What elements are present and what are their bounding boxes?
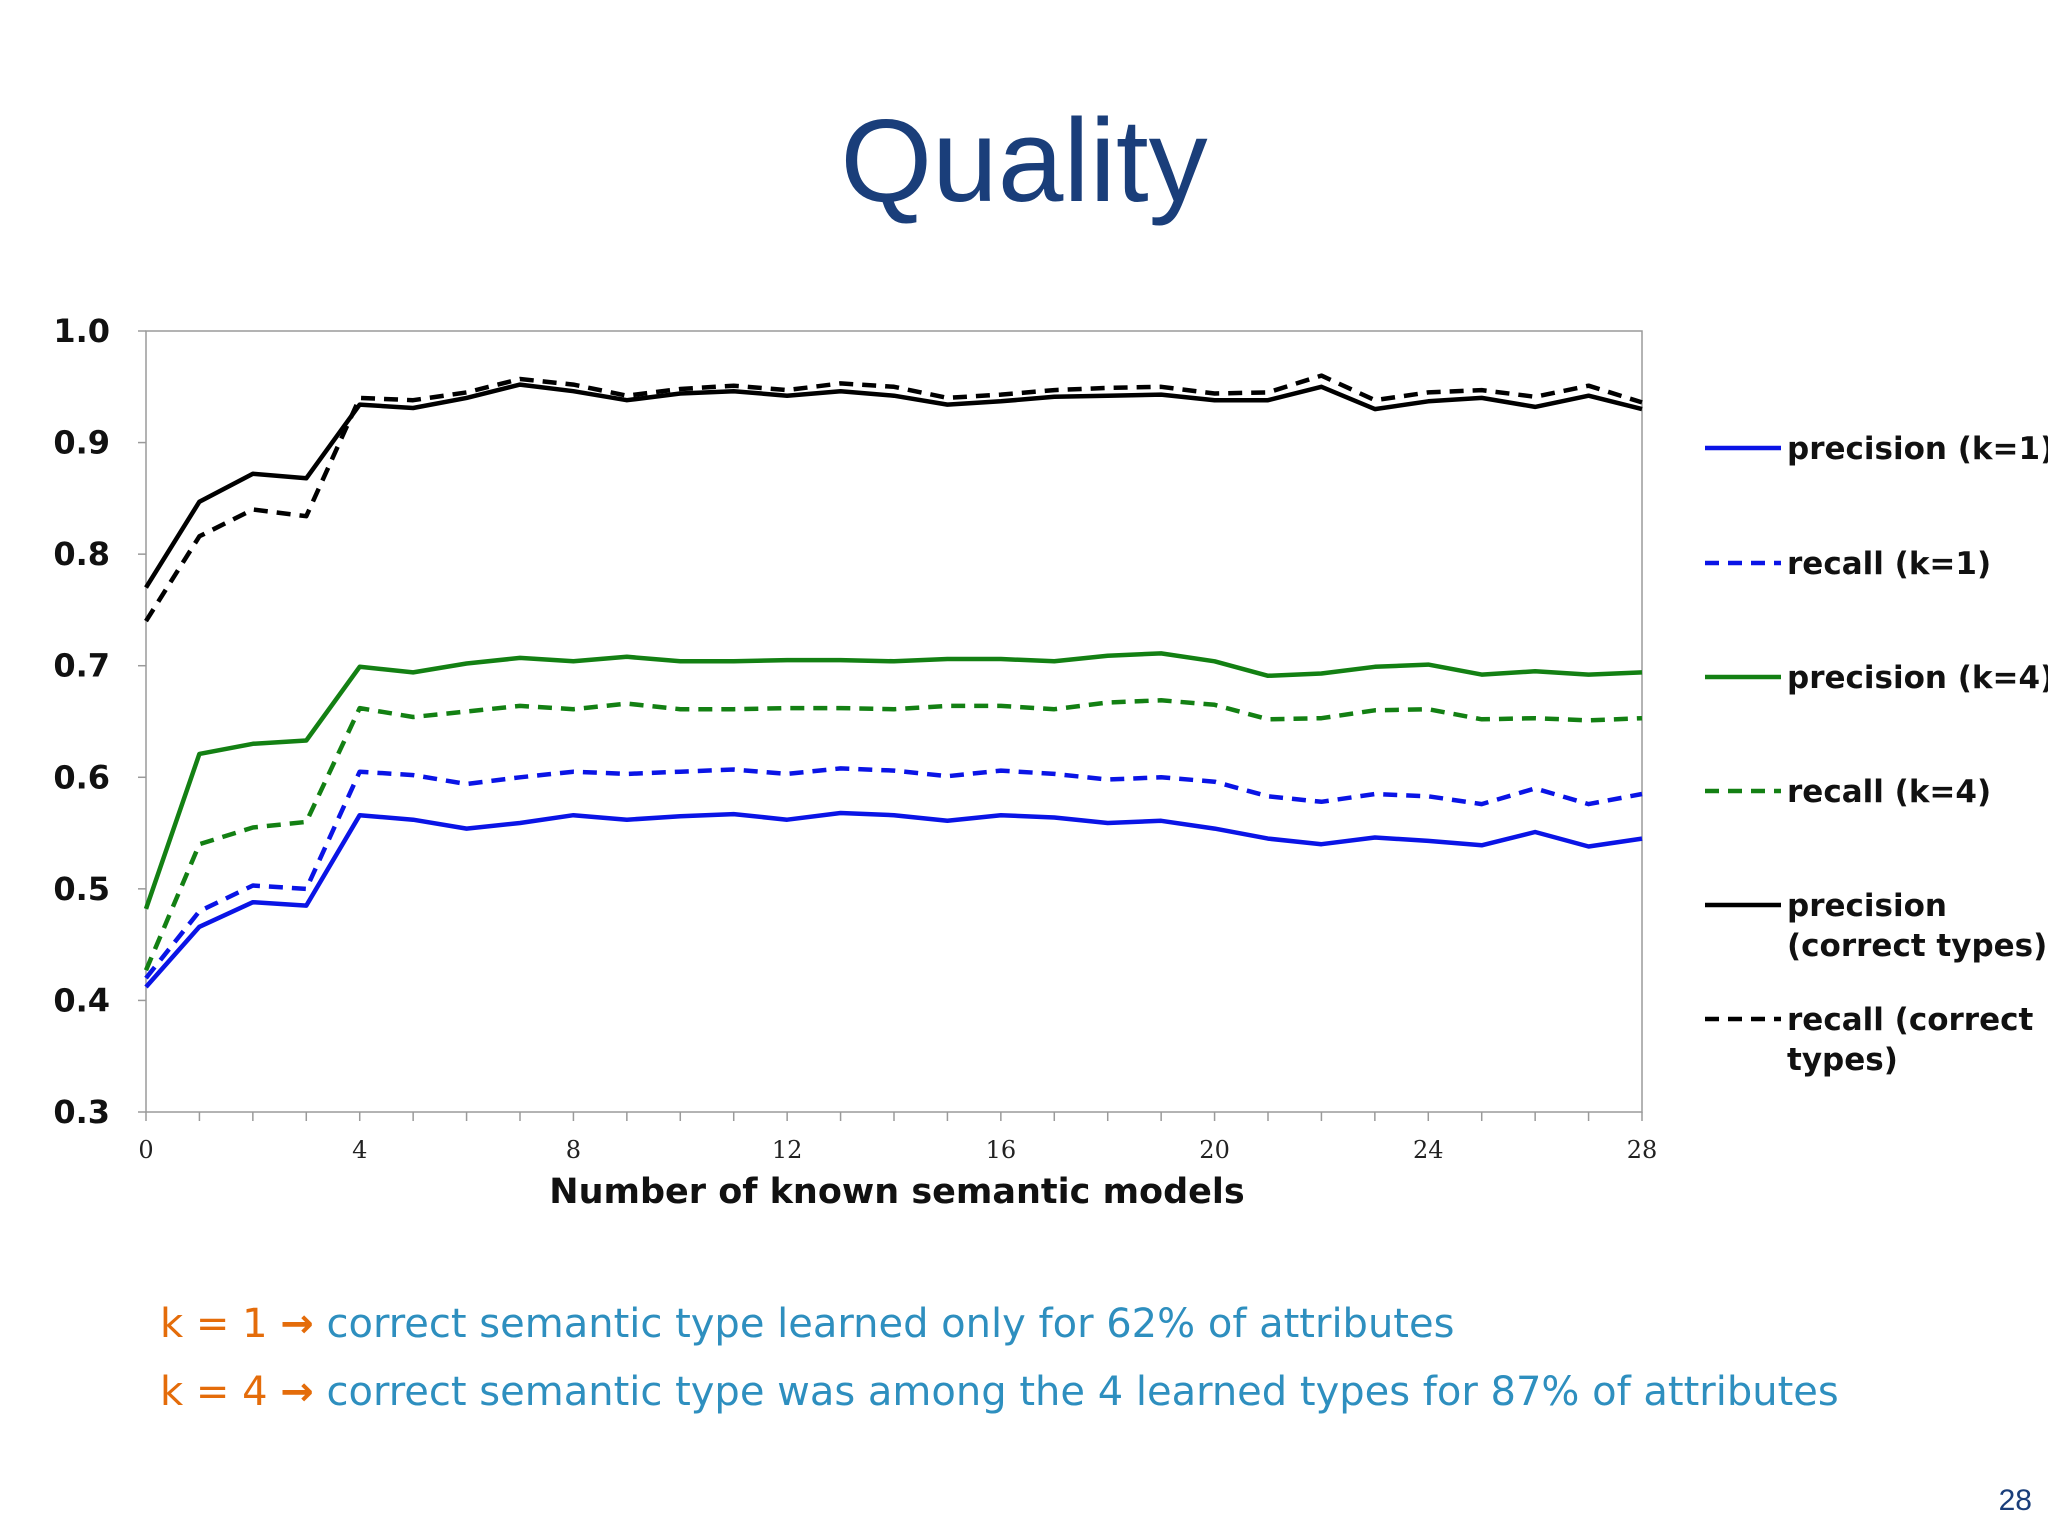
x-tick-label: 8 [566, 1136, 581, 1164]
x-tick-label: 0 [138, 1136, 153, 1164]
x-tick-label: 24 [1413, 1136, 1444, 1164]
x-tick-label: 28 [1627, 1136, 1658, 1164]
slide-title: Quality [840, 95, 1208, 227]
legend-label: (correct types) [1787, 928, 2047, 964]
page-number: 28 [1998, 1484, 2032, 1517]
legend-label: recall (k=4) [1787, 774, 1991, 810]
x-axis-label: Number of known semantic models [549, 1172, 1244, 1212]
y-tick-label: 0.7 [53, 647, 110, 685]
y-tick-label: 0.9 [53, 424, 110, 462]
series-line-3 [143, 698, 1643, 972]
x-tick-label: 16 [986, 1136, 1017, 1164]
x-axis: 0 4 8 12 16 20 24 28 [138, 1112, 1657, 1164]
arrow-right-icon: → [280, 1301, 314, 1347]
series-line-5 [144, 373, 1643, 623]
y-tick-label: 0.4 [53, 981, 110, 1019]
note-key: k = 1 [160, 1301, 268, 1347]
y-axis: 0.3 0.4 0.5 0.6 0.7 0.8 0.9 1.0 [53, 312, 146, 1131]
series-line-4 [144, 382, 1643, 589]
legend-label: recall (k=1) [1787, 546, 1991, 582]
series-line-1 [144, 766, 1643, 980]
legend-label: precision [1787, 888, 1947, 924]
legend-label: precision (k=4) [1787, 660, 2048, 696]
line-chart: 0.3 0.4 0.5 0.6 0.7 0.8 0.9 1.0 0 4 8 12 16 20 24 28 p… [53, 312, 2048, 1212]
y-tick-label: 0.3 [53, 1093, 110, 1131]
note-key: k = 4 [160, 1369, 268, 1415]
arrow-right-icon: → [280, 1369, 314, 1415]
note-k4: k = 4 → correct semantic type was among … [160, 1358, 1839, 1426]
series-line-0 [144, 810, 1643, 989]
legend: precision (k=1) recall (k=1) precision (k=… [1705, 431, 2048, 1078]
series-line-2 [143, 651, 1643, 910]
x-tick-label: 20 [1199, 1136, 1230, 1164]
note-text: correct semantic type learned only for 6… [326, 1301, 1455, 1347]
y-tick-label: 0.8 [53, 535, 110, 573]
note-text: correct semantic type was among the 4 le… [326, 1369, 1839, 1415]
legend-label: types) [1787, 1042, 1898, 1078]
x-tick-label: 4 [352, 1136, 367, 1164]
y-tick-label: 0.6 [53, 758, 110, 796]
notes-list: k = 1 → correct semantic type learned on… [160, 1290, 1839, 1426]
note-k1: k = 1 → correct semantic type learned on… [160, 1290, 1839, 1358]
legend-label: recall (correct [1787, 1002, 2033, 1038]
y-tick-label: 0.5 [53, 870, 110, 908]
y-tick-label: 1.0 [53, 312, 110, 350]
x-tick-label: 12 [772, 1136, 803, 1164]
plot-area [145, 330, 1643, 1113]
legend-label: precision (k=1) [1787, 431, 2048, 467]
series-group [143, 373, 1643, 989]
